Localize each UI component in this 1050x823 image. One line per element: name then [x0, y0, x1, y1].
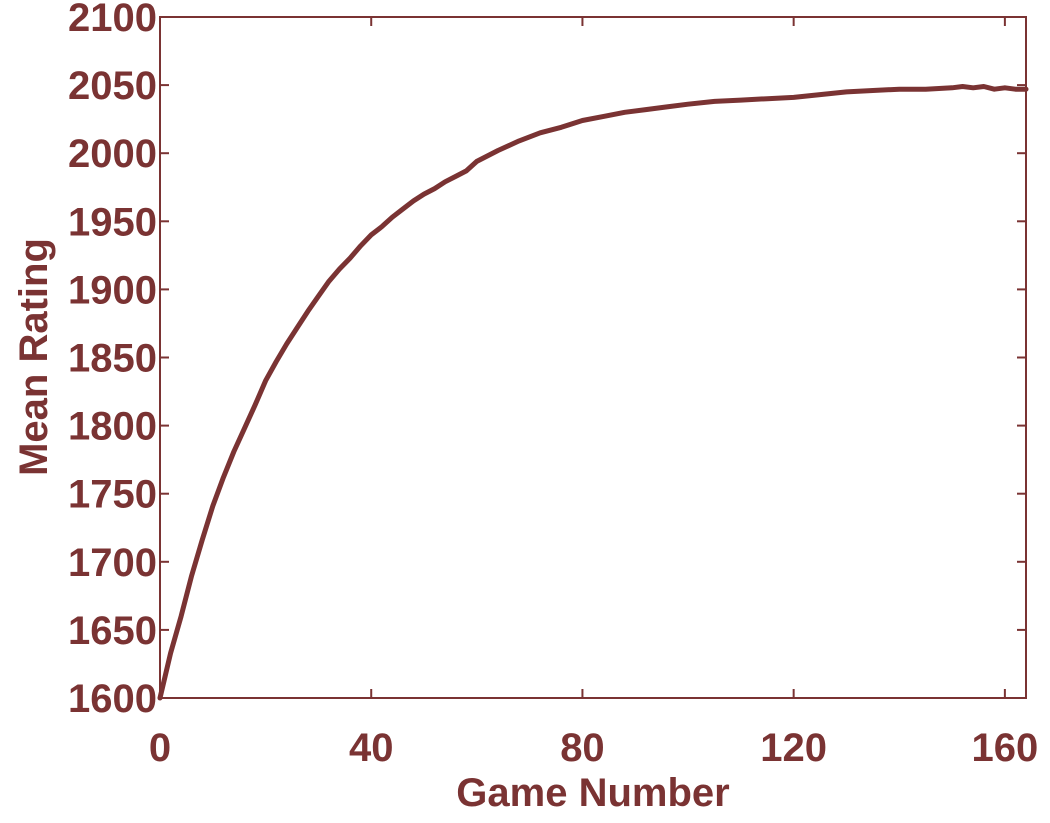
y-tick-label: 1650: [68, 609, 157, 653]
x-tick-label: 120: [760, 726, 827, 770]
x-axis-label: Game Number: [456, 771, 729, 815]
y-tick-label: 1950: [68, 200, 157, 244]
y-tick-label: 1850: [68, 337, 157, 381]
y-axis-tick-labels: 1600 1650 1700 1750 1800 1850 1900 1950 2000 2050…: [68, 0, 157, 721]
x-axis-tick-labels: 0 40 80 120 160: [149, 726, 1038, 770]
y-tick-label: 2100: [68, 0, 157, 40]
y-axis-ticks: [160, 16, 1026, 699]
y-tick-label: 2000: [68, 132, 157, 176]
plot-area: [159, 16, 1027, 699]
y-tick-label: 1750: [68, 473, 157, 517]
y-tick-label: 1900: [68, 268, 157, 312]
y-axis-label: Mean Rating: [12, 238, 56, 476]
y-tick-label: 2050: [68, 64, 157, 108]
x-tick-label: 40: [349, 726, 394, 770]
y-tick-label: 1800: [68, 405, 157, 449]
series-line: [157, 84, 1029, 701]
y-tick-label: 1700: [68, 541, 157, 585]
x-tick-label: 80: [560, 726, 605, 770]
x-tick-label: 0: [149, 726, 171, 770]
series-layer: [157, 84, 1029, 701]
y-tick-label: 1600: [68, 677, 157, 721]
x-tick-label: 160: [972, 726, 1039, 770]
